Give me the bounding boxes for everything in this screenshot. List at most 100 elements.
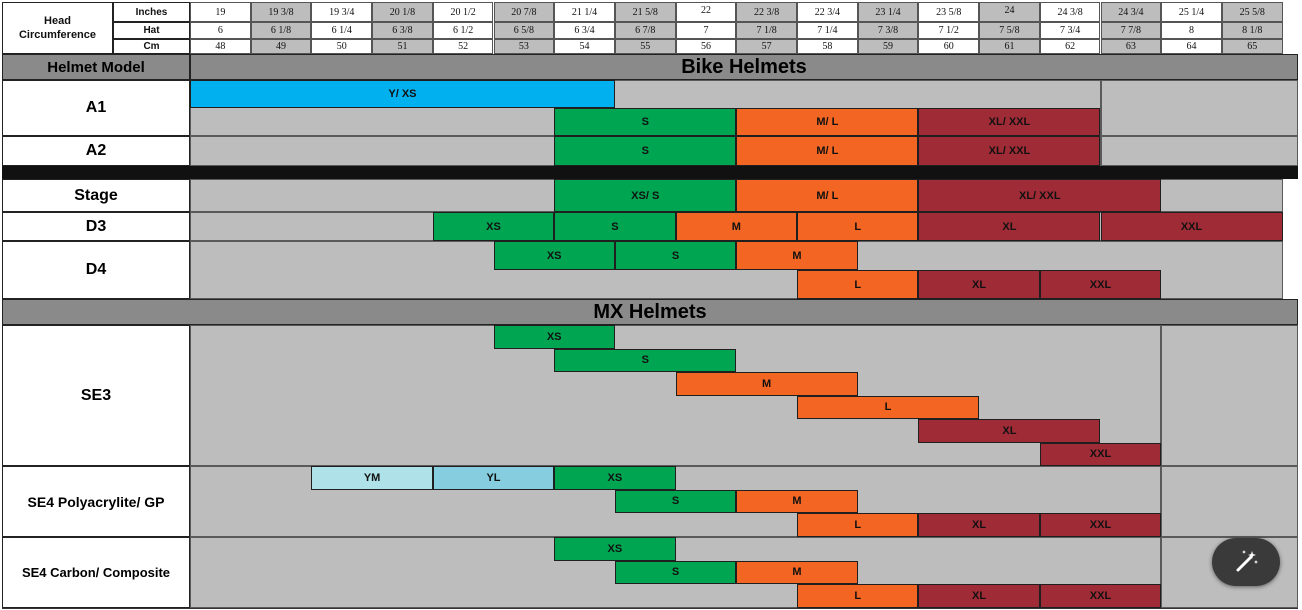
size-bar-m: M [675, 212, 797, 241]
header-hat-cell: 6 [190, 22, 251, 39]
size-bar-xs: XS [554, 466, 676, 490]
helmet-model-label: SE4 Carbon/ Composite [2, 537, 190, 608]
header-inches-cell: 20 7/8 [493, 2, 555, 22]
header-hat-cell: 6 3/4 [554, 22, 615, 39]
size-bar-xlxxl: XL/ XXL [918, 179, 1162, 212]
header-inches-cell: 19 3/4 [311, 2, 373, 22]
header-inches-cell: 19 3/8 [250, 2, 312, 22]
size-bar-xxl: XXL [1039, 584, 1162, 608]
size-bar-m: M [736, 489, 858, 514]
section-title-bike: Bike Helmets [190, 54, 1298, 80]
header-cm-cell: 55 [614, 39, 676, 54]
header-label-cell: Head Circumference [2, 2, 113, 54]
header-cm-cell: 48 [190, 39, 251, 54]
header-inches-cell: 24 3/8 [1039, 2, 1101, 22]
header-unit-inches: Inches [113, 2, 190, 22]
header-hat-cell: 6 7/8 [614, 22, 676, 39]
helmet-model-label: Stage [2, 179, 190, 212]
blank-background [1100, 136, 1298, 166]
size-bar-m: M [736, 241, 858, 270]
header-inches-cell: 22 3/8 [736, 2, 797, 22]
size-bar-s: S [554, 348, 737, 372]
header-inches-cell: 22 3/4 [797, 2, 858, 22]
header-hat-cell: 6 1/4 [311, 22, 373, 39]
size-bar-xxl: XXL [1100, 212, 1283, 241]
header-inches-cell: 23 5/8 [918, 2, 980, 22]
size-bar-l: L [797, 584, 919, 608]
size-bar-l: L [797, 212, 919, 241]
helmet-model-label: A1 [2, 80, 190, 136]
header-inches-cell: 20 1/2 [432, 2, 494, 22]
size-bar-ml: M/ L [736, 179, 919, 212]
size-bar-s: S [614, 241, 737, 270]
size-bar-s: S [554, 108, 737, 136]
size-bar-xxl: XXL [1039, 513, 1162, 537]
size-bar-xxl: XXL [1039, 442, 1162, 466]
helmet-model-label: SE4 Polyacrylite/ GP [2, 466, 190, 537]
header-hat-cell: 7 5/8 [979, 22, 1040, 39]
size-bar-m: M [675, 372, 858, 396]
size-bar-xl: XL [918, 270, 1040, 299]
header-cm-cell: 54 [554, 39, 615, 54]
header-inches-cell: 23 1/4 [857, 2, 919, 22]
header-hat-cell: 8 1/8 [1221, 22, 1283, 39]
table-border [2, 608, 1298, 609]
header-hat-cell: 6 5/8 [493, 22, 555, 39]
size-bar-xl: XL [918, 513, 1040, 537]
header-hat-cell: 7 [675, 22, 737, 39]
header-cm-cell: 60 [918, 39, 980, 54]
blank-background [1161, 466, 1298, 537]
size-bar-xlxxl: XL/ XXL [918, 136, 1101, 166]
header-hat-cell: 6 3/8 [372, 22, 433, 39]
size-bar-l: L [797, 395, 980, 419]
size-bar-xs: XS [493, 241, 615, 270]
header-cm-cell: 52 [432, 39, 494, 54]
blank-background [1161, 325, 1298, 466]
header-inches-cell: 25 1/4 [1161, 2, 1222, 22]
header-hat-cell: 8 [1161, 22, 1222, 39]
header-inches-cell: 21 1/4 [554, 2, 615, 22]
helmet-model-label: A2 [2, 136, 190, 166]
header-cm-cell: 50 [311, 39, 373, 54]
size-bar-xlxxl: XL/ XXL [918, 108, 1101, 136]
header-hat-cell: 7 3/8 [857, 22, 919, 39]
header-hat-cell: 7 7/8 [1100, 22, 1162, 39]
header-cm-cell: 64 [1161, 39, 1222, 54]
size-bar-xs: XS [554, 537, 676, 561]
size-bar-yl: YL [432, 466, 555, 490]
size-bar-s: S [614, 489, 737, 514]
size-bar-m: M [736, 560, 858, 585]
header-hat-cell: 6 1/2 [432, 22, 494, 39]
header-cm-cell: 65 [1221, 39, 1283, 54]
size-bar-ym: YM [311, 466, 433, 490]
size-bar-xl: XL [918, 212, 1101, 241]
header-unit-hat: Hat [113, 22, 190, 39]
header-inches-cell: 24 [979, 2, 1040, 22]
size-bar-s: S [554, 212, 676, 241]
size-bar-xl: XL [918, 584, 1040, 608]
header-cm-cell: 62 [1039, 39, 1101, 54]
size-bar-s: S [554, 136, 737, 166]
size-bar-s: S [614, 560, 737, 585]
magic-wand-icon [1236, 550, 1258, 572]
header-cm-cell: 61 [979, 39, 1040, 54]
helmet-model-label: SE3 [2, 325, 190, 466]
grey-background [190, 325, 1162, 466]
header-inches-cell: 25 5/8 [1221, 2, 1283, 22]
model-header: Helmet Model [2, 54, 190, 80]
magic-edit-button[interactable] [1212, 538, 1280, 586]
size-bar-ml: M/ L [736, 108, 919, 136]
size-bar-xss: XS/ S [554, 179, 737, 212]
size-bar-l: L [797, 513, 919, 537]
divider-bar [2, 166, 1298, 179]
blank-background [1100, 80, 1298, 136]
header-cm-cell: 63 [1100, 39, 1162, 54]
header-cm-cell: 56 [675, 39, 737, 54]
header-hat-cell: 7 1/4 [797, 22, 858, 39]
header-hat-cell: 7 1/8 [736, 22, 797, 39]
header-inches-cell: 22 [675, 2, 737, 22]
size-bar-xs: XS [432, 212, 555, 241]
header-cm-cell: 53 [493, 39, 555, 54]
header-cm-cell: 57 [736, 39, 797, 54]
